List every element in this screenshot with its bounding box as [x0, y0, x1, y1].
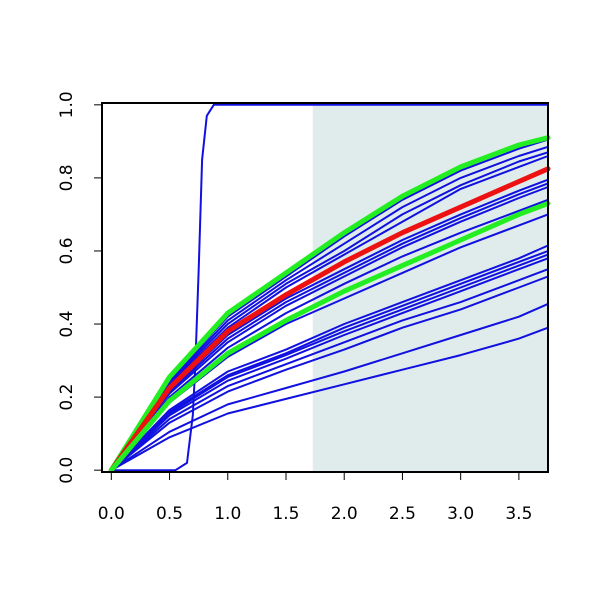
series-line-blue-7 — [110, 198, 549, 472]
x-tick-label: 0.0 — [98, 504, 125, 524]
series-line-red-19 — [108, 166, 551, 473]
y-tick-label: 1.0 — [57, 91, 77, 118]
series-line-blue-16 — [110, 326, 549, 472]
series-line-blue-17 — [110, 103, 549, 472]
x-tick-label: 2.0 — [331, 504, 358, 524]
x-tick-label: 0.5 — [156, 504, 183, 524]
axes-layer: 0.0 0.5 1.0 1.5 2.0 2.5 3.0 3.5 0.0 0.2 0.4 0.6 0.8 1… — [57, 91, 549, 524]
y-tick-label: 0.8 — [57, 164, 77, 191]
series-line-blue-15 — [110, 302, 549, 472]
series-line-blue-12 — [110, 257, 549, 472]
y-tick-label: 0.2 — [57, 384, 77, 411]
x-tick-label: 2.5 — [389, 504, 416, 524]
x-tick-label: 1.0 — [214, 504, 241, 524]
series-line-blue-1 — [110, 145, 549, 472]
series-line-blue-9 — [110, 244, 549, 472]
series-line-blue-2 — [110, 151, 549, 472]
y-tick-label: 0.6 — [57, 237, 77, 264]
series-line-blue-11 — [110, 253, 549, 472]
x-tick-label: 1.5 — [272, 504, 299, 524]
y-tick-label: 0.4 — [57, 311, 77, 338]
series-line-blue-14 — [110, 275, 549, 472]
y-tick-label: 0.0 — [57, 457, 77, 484]
series-line-blue-10 — [110, 250, 549, 472]
series-line-green-18 — [108, 135, 551, 473]
x-tick-label: 3.5 — [505, 504, 532, 524]
series-line-blue-13 — [110, 268, 549, 472]
x-tick-label: 3.0 — [447, 504, 474, 524]
series-line-blue-5 — [110, 182, 549, 472]
series-line-blue-6 — [110, 186, 549, 472]
series-layer — [108, 103, 551, 473]
series-line-green-20 — [108, 201, 551, 473]
series-line-blue-3 — [110, 155, 549, 472]
